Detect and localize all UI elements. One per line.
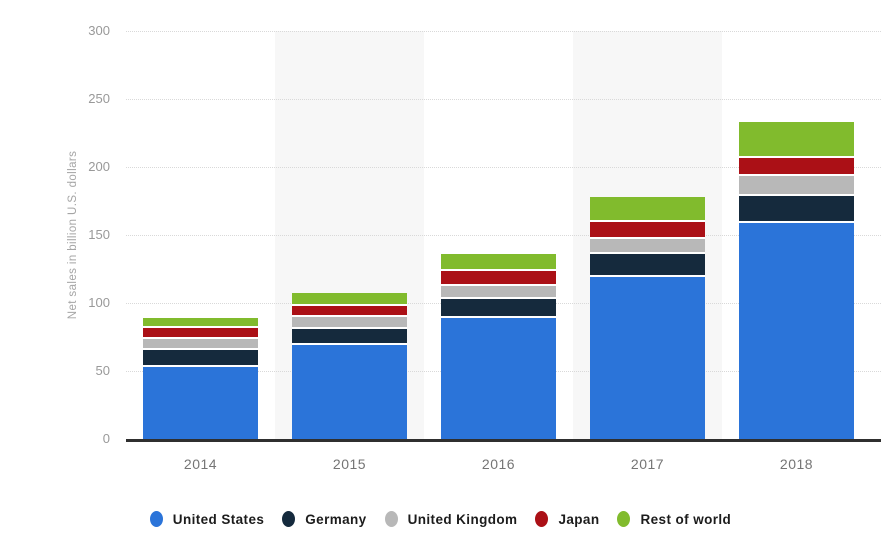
bar-segment-japan-2014[interactable] <box>143 326 258 338</box>
bar-segment-united-kingdom-2018[interactable] <box>739 174 854 195</box>
legend-label-united-states: United States <box>172 511 265 527</box>
legend-label-rest-of-world: Rest of world <box>640 511 732 527</box>
y-tick-label-250: 250 <box>88 91 110 106</box>
grid-line-200 <box>126 167 881 168</box>
x-axis-label-2018: 2018 <box>779 456 814 472</box>
bar-segment-germany-2016[interactable] <box>441 297 556 317</box>
bar-segment-germany-2018[interactable] <box>739 194 854 222</box>
grid-line-300 <box>126 31 881 32</box>
legend-dot-germany <box>282 511 296 527</box>
plot-area <box>126 31 881 442</box>
y-tick-label-50: 50 <box>95 363 110 378</box>
y-tick-label-100: 100 <box>88 295 110 310</box>
bar-segment-germany-2014[interactable] <box>143 348 258 365</box>
legend-item-germany[interactable]: Germany <box>282 511 366 527</box>
bar-segment-united-kingdom-2016[interactable] <box>441 284 556 298</box>
bar-segment-united-kingdom-2014[interactable] <box>143 337 258 349</box>
legend-item-united-kingdom[interactable]: United Kingdom <box>384 511 518 527</box>
legend-label-germany: Germany <box>305 511 367 527</box>
bar-2017 <box>590 31 705 439</box>
bar-2016 <box>441 31 556 439</box>
bar-segment-rest-of-world-2014[interactable] <box>143 318 258 327</box>
bar-segment-united-states-2018[interactable] <box>739 221 854 439</box>
x-axis-line <box>126 439 881 442</box>
legend-item-japan[interactable]: Japan <box>535 511 599 527</box>
bar-2015 <box>292 31 407 439</box>
bar-segment-japan-2017[interactable] <box>590 220 705 237</box>
bar-2018 <box>739 31 854 439</box>
y-tick-label-150: 150 <box>88 227 110 242</box>
legend: United States Germany United Kingdom Japan R… <box>0 503 881 535</box>
bar-segment-united-kingdom-2017[interactable] <box>590 236 705 252</box>
bar-segment-united-states-2017[interactable] <box>590 275 705 439</box>
bar-segment-rest-of-world-2018[interactable] <box>739 122 854 156</box>
x-axis-label-2014: 2014 <box>183 456 218 472</box>
legend-dot-rest-of-world <box>617 511 631 527</box>
x-axis-label-2016: 2016 <box>481 456 516 472</box>
bar-segment-united-kingdom-2015[interactable] <box>292 314 407 328</box>
legend-label-japan: Japan <box>558 511 600 527</box>
y-tick-label-0: 0 <box>102 431 110 446</box>
bar-segment-rest-of-world-2017[interactable] <box>590 196 705 221</box>
legend-dot-united-states <box>149 511 163 527</box>
x-axis-label-2015: 2015 <box>332 456 367 472</box>
x-axis-label-2017: 2017 <box>630 456 665 472</box>
legend-dot-japan <box>535 511 549 527</box>
grid-line-250 <box>126 99 881 100</box>
bar-segment-japan-2018[interactable] <box>739 155 854 175</box>
bar-segment-japan-2016[interactable] <box>441 269 556 285</box>
bar-segment-germany-2015[interactable] <box>292 327 407 344</box>
bar-segment-united-states-2016[interactable] <box>441 316 556 439</box>
grid-line-150 <box>126 235 881 236</box>
bar-segment-united-states-2014[interactable] <box>143 364 258 439</box>
legend-item-rest-of-world[interactable]: Rest of world <box>617 511 731 527</box>
bar-2014 <box>143 31 258 439</box>
bar-segment-germany-2017[interactable] <box>590 252 705 276</box>
y-tick-label-300: 300 <box>88 23 110 38</box>
bar-segment-united-states-2015[interactable] <box>292 343 407 439</box>
y-tick-label-200: 200 <box>88 159 110 174</box>
bar-segment-rest-of-world-2016[interactable] <box>441 254 556 270</box>
legend-item-united-states[interactable]: United States <box>149 511 265 527</box>
legend-dot-united-kingdom <box>384 511 398 527</box>
bar-segment-japan-2015[interactable] <box>292 303 407 315</box>
bar-segment-rest-of-world-2015[interactable] <box>292 293 407 304</box>
legend-label-united-kingdom: United Kingdom <box>407 511 518 527</box>
